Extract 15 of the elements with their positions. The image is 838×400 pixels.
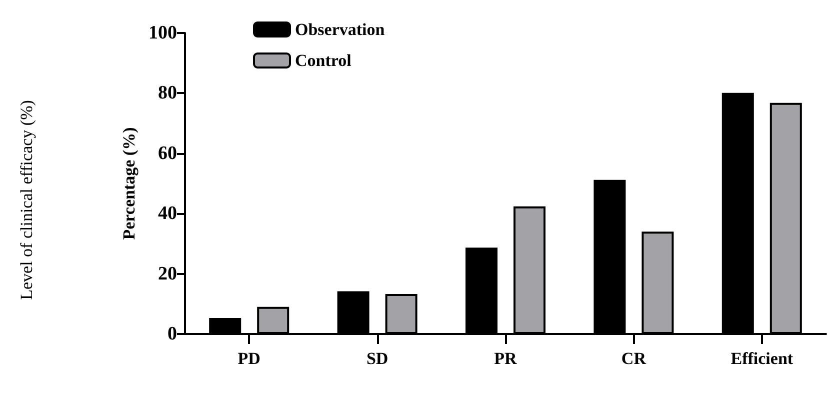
y-tick-label: 40 [158, 203, 177, 224]
x-tick-label: CR [621, 349, 647, 368]
y-tick-label: 60 [158, 142, 177, 164]
x-tick-label: PD [238, 349, 260, 368]
y-tick-label: 100 [148, 22, 177, 44]
y-tick-label: 80 [158, 82, 177, 104]
y-tick-label: 0 [168, 324, 177, 344]
y-axis-title: Percentage (%) [120, 127, 139, 240]
x-tick-label: Efficient [730, 349, 794, 368]
text: Level of clinical efficacy (%) [17, 100, 36, 300]
legend-label: Observation [295, 20, 386, 39]
x-tick-label: SD [366, 349, 388, 368]
legend-label: Control [295, 51, 352, 70]
y-tick-label: 20 [158, 263, 177, 284]
x-tick-label: PR [494, 349, 518, 368]
